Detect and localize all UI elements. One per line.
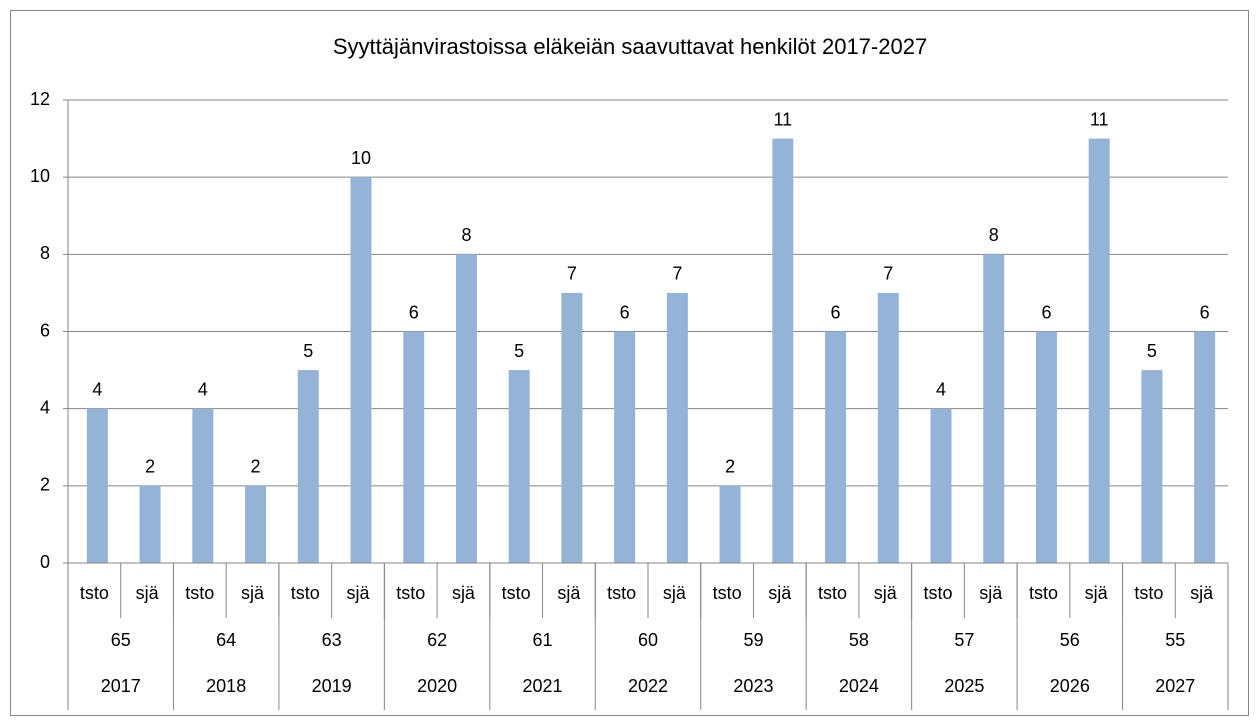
x-tick-label: tsto — [923, 583, 952, 603]
data-label: 8 — [989, 225, 999, 245]
bar — [1088, 138, 1110, 564]
x-tick-label: tsto — [502, 583, 531, 603]
bar — [1141, 370, 1163, 563]
year-label: 2022 — [628, 676, 668, 696]
x-tick-label: sjä — [663, 583, 687, 603]
y-tick-label: 10 — [30, 166, 50, 186]
bar — [930, 408, 952, 563]
bar — [192, 408, 214, 563]
bar — [245, 485, 267, 563]
year-label: 2026 — [1050, 676, 1090, 696]
year-label: 2019 — [312, 676, 352, 696]
year-label: 2024 — [839, 676, 879, 696]
y-tick-label: 4 — [40, 397, 50, 417]
y-tick-label: 8 — [40, 243, 50, 263]
year-label: 2017 — [101, 676, 141, 696]
bar — [455, 254, 477, 564]
bar — [877, 292, 899, 563]
x-tick-label: tsto — [1029, 583, 1058, 603]
data-label: 4 — [92, 379, 102, 399]
x-tick-label: tsto — [818, 583, 847, 603]
x-tick-label: sjä — [1085, 583, 1109, 603]
data-label: 6 — [831, 302, 841, 322]
bar — [403, 331, 425, 563]
data-label: 5 — [303, 341, 313, 361]
x-tick-label: sjä — [979, 583, 1003, 603]
data-label: 4 — [198, 379, 208, 399]
bar — [983, 254, 1005, 564]
data-label: 6 — [1200, 302, 1210, 322]
data-label: 7 — [672, 264, 682, 284]
data-label: 6 — [409, 302, 419, 322]
bar — [86, 408, 108, 563]
bar — [561, 292, 583, 563]
data-label: 6 — [1041, 302, 1051, 322]
x-tick-label: tsto — [607, 583, 636, 603]
year-label: 2023 — [733, 676, 773, 696]
y-tick-label: 2 — [40, 475, 50, 495]
bar — [350, 177, 372, 563]
bar — [666, 292, 688, 563]
data-label: 10 — [351, 148, 371, 168]
data-label: 7 — [567, 264, 577, 284]
x-tick-label: sjä — [768, 583, 792, 603]
year-label: 2021 — [523, 676, 563, 696]
y-tick-label: 6 — [40, 320, 50, 340]
group-label: 57 — [954, 630, 974, 650]
x-tick-label: sjä — [874, 583, 898, 603]
x-tick-label: sjä — [136, 583, 160, 603]
year-label: 2018 — [206, 676, 246, 696]
year-label: 2020 — [417, 676, 457, 696]
y-tick-label: 12 — [30, 89, 50, 109]
data-label: 2 — [145, 457, 155, 477]
data-label: 5 — [1147, 341, 1157, 361]
year-label: 2027 — [1155, 676, 1195, 696]
x-tick-label: sjä — [346, 583, 370, 603]
bar — [614, 331, 636, 563]
group-label: 55 — [1165, 630, 1185, 650]
bar — [139, 485, 161, 563]
data-label: 8 — [461, 225, 471, 245]
x-tick-label: sjä — [1190, 583, 1214, 603]
data-label: 2 — [251, 457, 261, 477]
x-tick-label: tsto — [1134, 583, 1163, 603]
data-label: 6 — [620, 302, 630, 322]
x-tick-label: tsto — [713, 583, 742, 603]
group-label: 65 — [111, 630, 131, 650]
chart-title: Syyttäjänvirastoissa eläkeiän saavuttava… — [333, 34, 927, 59]
y-tick-label: 0 — [40, 552, 50, 572]
bar — [297, 370, 319, 563]
bar — [719, 485, 741, 563]
group-label: 60 — [638, 630, 658, 650]
data-label: 2 — [725, 457, 735, 477]
year-label: 2025 — [944, 676, 984, 696]
x-tick-label: sjä — [557, 583, 581, 603]
group-label: 61 — [533, 630, 553, 650]
bar — [508, 370, 530, 563]
x-tick-label: sjä — [452, 583, 476, 603]
group-label: 59 — [743, 630, 763, 650]
group-label: 58 — [849, 630, 869, 650]
data-label: 7 — [883, 264, 893, 284]
x-tick-label: sjä — [241, 583, 265, 603]
bar — [772, 138, 794, 564]
bar — [825, 331, 847, 563]
x-tick-label: tsto — [80, 583, 109, 603]
group-label: 63 — [322, 630, 342, 650]
group-label: 64 — [216, 630, 236, 650]
data-label: 11 — [1090, 109, 1109, 129]
bar — [1194, 331, 1216, 563]
data-label: 4 — [936, 379, 946, 399]
x-tick-label: tsto — [291, 583, 320, 603]
data-label: 5 — [514, 341, 524, 361]
group-label: 62 — [427, 630, 447, 650]
x-tick-label: tsto — [185, 583, 214, 603]
x-tick-label: tsto — [396, 583, 425, 603]
bar — [1035, 331, 1057, 563]
group-label: 56 — [1060, 630, 1080, 650]
data-label: 11 — [773, 109, 792, 129]
